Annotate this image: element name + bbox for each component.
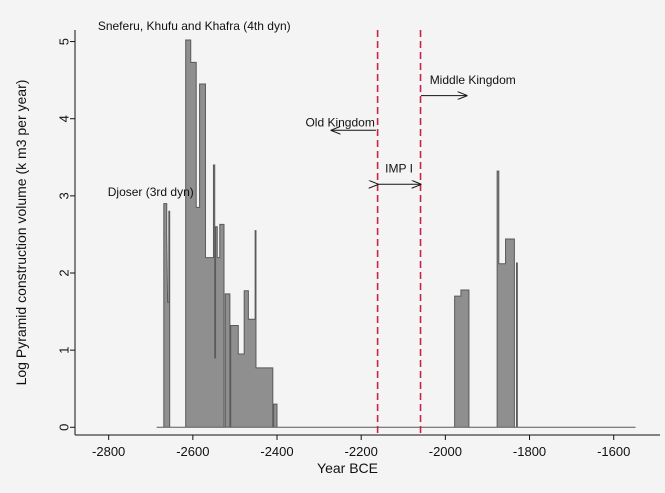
annotation-label: Middle Kingdom [430, 73, 516, 87]
y-tick-label: 1 [57, 347, 72, 354]
series-area [156, 39, 636, 428]
annotation-label: Old Kingdom [305, 115, 374, 129]
x-tick-label: -1800 [513, 444, 546, 459]
y-tick-label: 3 [57, 192, 72, 199]
y-tick-label: 2 [57, 269, 72, 276]
x-tick-label: -2600 [176, 444, 209, 459]
y-tick-label: 0 [57, 424, 72, 431]
y-axis-title: Log Pyramid construction volume (k m3 pe… [13, 80, 29, 386]
x-axis-title: Year BCE [317, 460, 378, 476]
x-tick-label: -2000 [429, 444, 462, 459]
y-tick-label: 4 [57, 115, 72, 122]
annotation-label: Djoser (3rd dyn) [108, 185, 194, 199]
y-tick-label: 5 [57, 38, 72, 45]
x-tick-label: -2400 [260, 444, 293, 459]
annotation-label: Sneferu, Khufu and Khafra (4th dyn) [98, 19, 291, 33]
x-tick-label: -2200 [345, 444, 378, 459]
x-tick-label: -1600 [597, 444, 630, 459]
annotation-label: IMP I [385, 162, 413, 176]
x-tick-label: -2800 [92, 444, 125, 459]
